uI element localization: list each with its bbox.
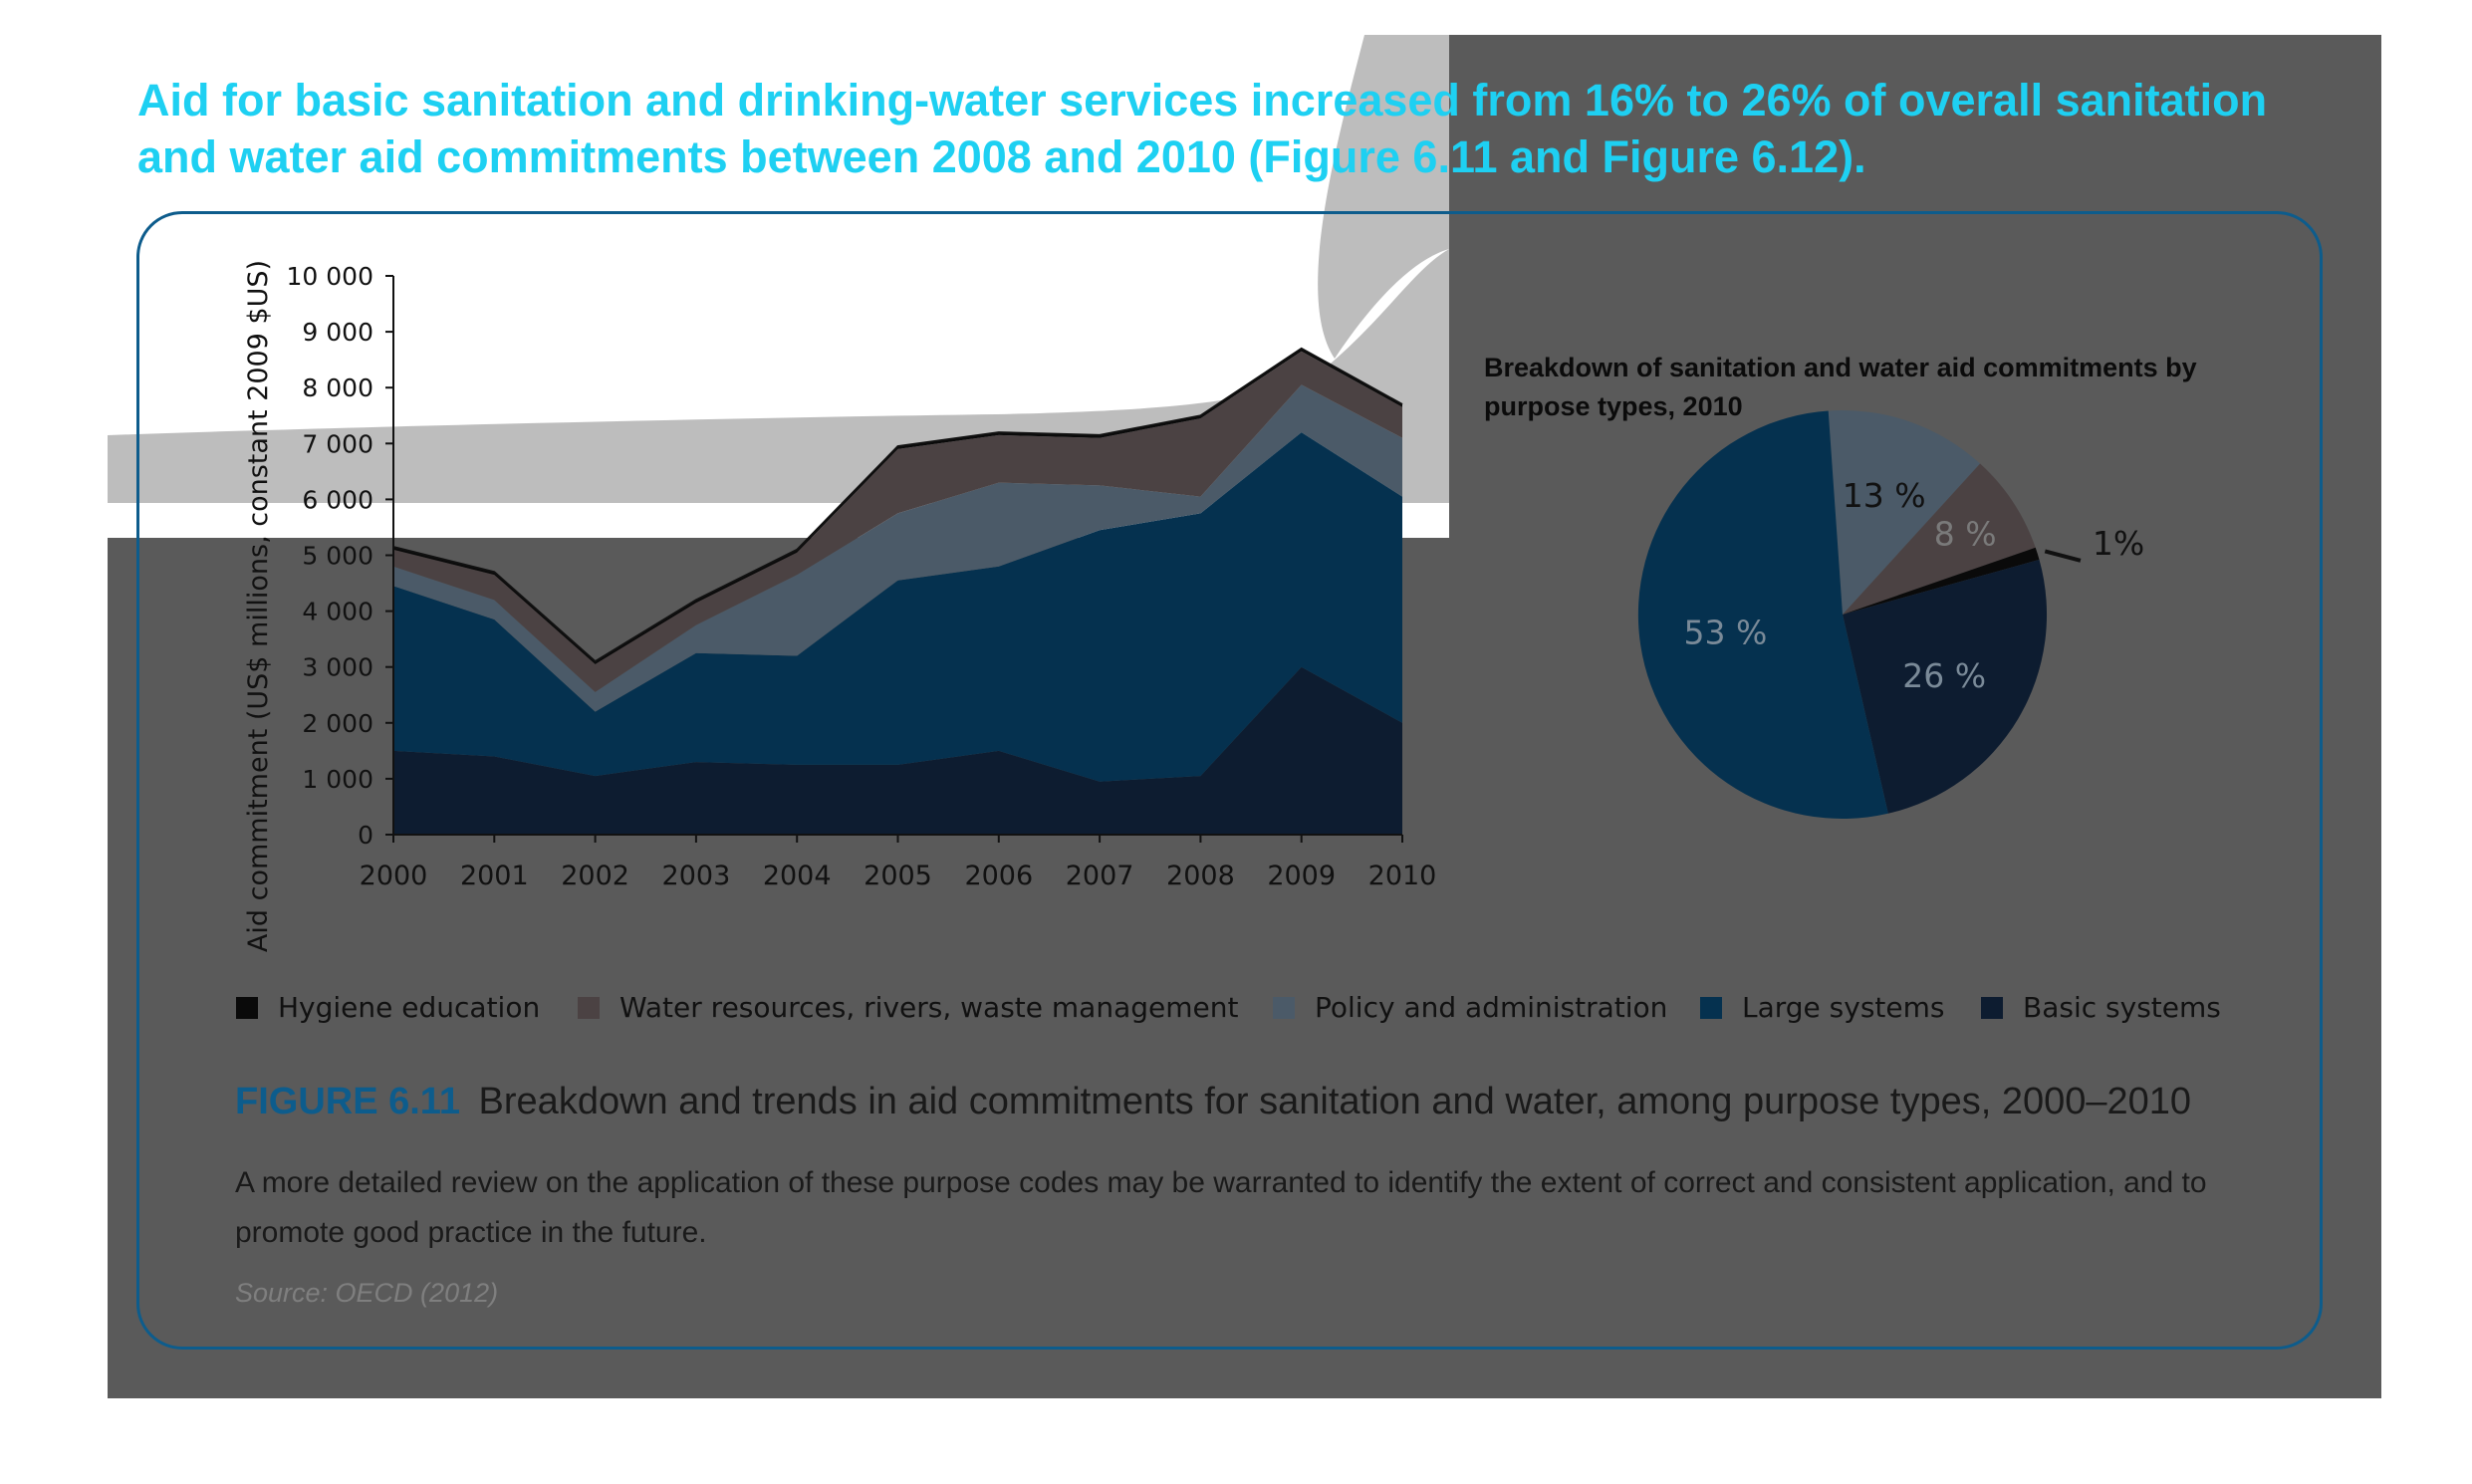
- legend-item-hygiene: Hygiene education: [236, 991, 540, 1024]
- x-tick-label: 2000: [360, 861, 428, 891]
- y-tick-label: 2 000: [302, 709, 373, 738]
- legend-item-policy: Policy and administration: [1273, 991, 1667, 1024]
- y-tick-label: 6 000: [302, 485, 373, 514]
- chart-legend: Hygiene education Water resources, river…: [236, 991, 2328, 1031]
- area-series-hygiene-education: [393, 348, 1402, 664]
- legend-swatch-policy: [1273, 996, 1295, 1019]
- x-tick-label: 2001: [460, 861, 529, 891]
- figure-caption: FIGURE 6.11 Breakdown and trends in aid …: [235, 1081, 2327, 1123]
- legend-swatch-hygiene: [236, 996, 258, 1019]
- legend-swatch-large-systems: [1700, 996, 1722, 1019]
- legend-label-policy: Policy and administration: [1315, 991, 1668, 1024]
- x-tick-label: 2008: [1166, 861, 1235, 891]
- figure-title: Breakdown and trends in aid commitments …: [478, 1081, 2192, 1122]
- legend-label-water-resources: Water resources, rivers, waste managemen…: [619, 991, 1239, 1024]
- x-tick-label: 2009: [1267, 861, 1336, 891]
- x-tick-label: 2010: [1368, 861, 1437, 891]
- pie-slice-basic-systems: [1843, 559, 2048, 814]
- y-axis-label: Aid commitment (US$ millions, constant 2…: [243, 260, 274, 952]
- pie-slice-large-systems: [1637, 410, 1888, 820]
- area-series-basic-systems: [393, 666, 1402, 835]
- area-series-large-systems: [393, 432, 1402, 782]
- y-tick-label: 9 000: [302, 318, 373, 347]
- pie-slice-water-resources-rivers-waste-management: [1843, 463, 2036, 615]
- pie-leader-line: [2044, 549, 2082, 563]
- pie-slice-policy-and-administration: [1828, 410, 1981, 615]
- x-tick-label: 2003: [662, 861, 731, 891]
- legend-label-basic-systems: Basic systems: [2023, 991, 2221, 1024]
- light-overlay-curl: [1318, 35, 1449, 359]
- legend-item-basic-systems: Basic systems: [1981, 991, 2221, 1024]
- headline-line2: and water aid commitments between 2008 a…: [137, 131, 1866, 182]
- area-chart-axes: 0 1 000 2 000 3 000 4 000 5 000 6 000 7 000 8 00…: [243, 260, 1436, 952]
- pie-slice-label: 8 %: [1934, 515, 1997, 554]
- area-top-outline: [392, 347, 1403, 663]
- area-chart: [392, 347, 1403, 835]
- y-tick-label: 7 000: [302, 429, 373, 458]
- y-tick-label: 1 000: [302, 765, 373, 794]
- area-series-policy-and-administration: [393, 384, 1402, 712]
- legend-label-large-systems: Large systems: [1742, 991, 1945, 1024]
- legend-item-water-resources: Water resources, rivers, waste managemen…: [578, 991, 1238, 1024]
- x-tick-label: 2006: [964, 861, 1033, 891]
- y-tick-label: 4 000: [302, 598, 373, 626]
- figure-source: Source: OECD (2012): [235, 1278, 499, 1308]
- x-tick-label: 2004: [763, 861, 832, 891]
- figure-note: A more detailed review on the applicatio…: [235, 1166, 2207, 1249]
- pie-slice-label: 26 %: [1902, 656, 1986, 695]
- x-tick-label: 2002: [561, 861, 629, 891]
- figure-number: FIGURE 6.11: [235, 1081, 460, 1122]
- pie-slice-label: 13 %: [1843, 476, 1926, 515]
- pie-slice-label: 53 %: [1683, 613, 1767, 651]
- legend-swatch-water-resources: [578, 996, 600, 1019]
- pie-slice-label: 1%: [2093, 524, 2144, 563]
- headline: Aid for basic sanitation and drinking-wa…: [137, 72, 2329, 185]
- y-tick-label: 10 000: [287, 262, 373, 291]
- pie-slice-hygiene-education: [1843, 547, 2040, 615]
- legend-item-large-systems: Large systems: [1700, 991, 1945, 1024]
- x-tick-label: 2005: [864, 861, 932, 891]
- legend-label-hygiene: Hygiene education: [278, 991, 541, 1024]
- figure-panel: [136, 211, 2323, 1350]
- x-tick-label: 2007: [1066, 861, 1134, 891]
- legend-swatch-basic-systems: [1981, 996, 2003, 1019]
- headline-line1: Aid for basic sanitation and drinking-wa…: [137, 75, 2268, 125]
- pie-title: Breakdown of sanitation and water aid co…: [1484, 353, 2197, 421]
- area-series-water-resources-rivers-waste-management: [393, 351, 1402, 692]
- y-tick-label: 3 000: [302, 653, 373, 682]
- pie-chart: 13 %8 % 1% 26 % 53 %: [1637, 410, 2144, 820]
- y-tick-label: 8 000: [302, 373, 373, 402]
- y-tick-label: 5 000: [302, 542, 373, 571]
- y-tick-label: 0: [358, 821, 373, 850]
